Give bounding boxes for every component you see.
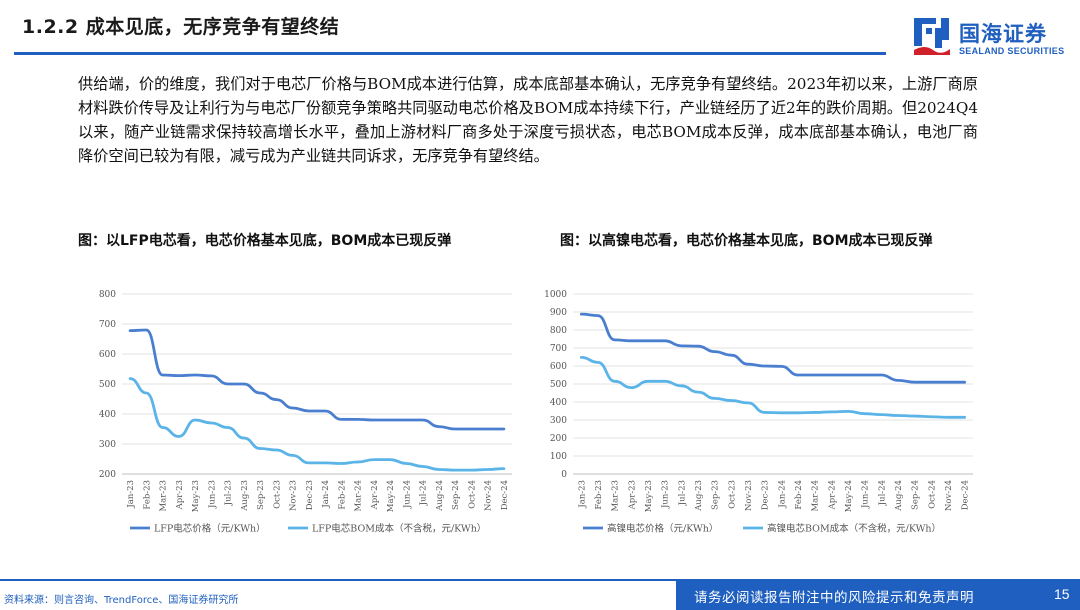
x-tick-label: Jun-23 — [207, 480, 217, 509]
y-tick-label: 200 — [550, 434, 567, 444]
x-tick-label: Mar-24 — [811, 480, 821, 512]
x-tick-label: Apr-24 — [827, 480, 837, 510]
x-tick-label: Sep-23 — [711, 480, 721, 510]
legend-label: LFP电芯BOM成本（不含税，元/KWh） — [312, 523, 486, 535]
left-figure-title: 图：以LFP电芯看，电芯价格基本见底，BOM成本已现反弹 — [78, 233, 452, 249]
page-number: 15 — [1054, 586, 1070, 602]
footer-disclaimer: 请务必阅读报告附注中的风险提示和免责声明 — [694, 590, 974, 606]
legend-label: 高镍电芯BOM成本（不含税，元/KWh） — [767, 523, 941, 535]
series-line — [579, 312, 967, 384]
x-tick-label: Feb-24 — [794, 480, 804, 510]
header-rule — [14, 52, 886, 55]
y-tick-label: 100 — [550, 452, 567, 462]
series-line — [128, 377, 506, 472]
y-tick-label: 600 — [550, 362, 567, 372]
x-tick-label: Nov-24 — [484, 480, 494, 511]
body-paragraph: 供给端，价的维度，我们对于电芯厂价格与BOM成本进行估算，成本底部基本确认，无序… — [78, 75, 978, 165]
section-title: 1.2.2 成本见底，无序竞争有望终结 — [22, 16, 340, 38]
x-tick-label: Apr-23 — [175, 480, 185, 510]
y-tick-label: 800 — [99, 290, 116, 300]
x-tick-label: Dec-24 — [500, 480, 510, 510]
x-tick-label: Jul-24 — [877, 480, 887, 506]
footer-band — [676, 581, 1080, 610]
x-tick-label: Sep-24 — [451, 480, 461, 510]
y-tick-label: 200 — [99, 470, 116, 480]
x-tick-label: Feb-23 — [594, 480, 604, 510]
x-tick-label: Jul-23 — [677, 480, 687, 506]
x-tick-label: Jun-23 — [661, 480, 671, 509]
x-tick-label: May-24 — [844, 480, 854, 512]
x-tick-label: Apr-23 — [627, 480, 637, 510]
x-tick-label: Jan-24 — [321, 480, 331, 509]
x-tick-label: Feb-23 — [142, 480, 152, 510]
x-tick-label: Aug-23 — [240, 480, 250, 512]
footer-source: 资料来源：则言咨询、TrendForce、国海证券研究所 — [4, 595, 239, 606]
x-tick-label: Jan-24 — [777, 480, 787, 509]
x-tick-label: Nov-23 — [744, 480, 754, 511]
x-tick-label: Jan-23 — [577, 480, 587, 509]
series-line — [128, 328, 506, 431]
y-tick-label: 500 — [550, 380, 567, 390]
footer-rule — [0, 579, 1080, 581]
y-tick-label: 900 — [550, 308, 567, 318]
x-tick-label: May-23 — [644, 480, 654, 512]
sealand-logo-icon — [914, 18, 950, 55]
y-tick-label: 500 — [99, 380, 116, 390]
brand-logo: 国海证券 SEALAND SECURITIES — [913, 16, 1073, 60]
x-tick-label: Mar-23 — [159, 480, 169, 512]
high-nickel-price-chart: 0 100 200 300 400 500 600 700 800 900 1000 Jan-23 Fe… — [544, 290, 973, 535]
x-tick-label: Oct-24 — [467, 480, 477, 509]
y-tick-label: 300 — [550, 416, 567, 426]
legend-label: 高镍电芯价格（元/KWh） — [607, 523, 718, 535]
y-tick-label: 700 — [550, 344, 567, 354]
x-tick-label: Jun-24 — [402, 480, 412, 509]
lfp-price-chart: 200 300 400 500 600 700 800 Jan-23 Feb-23 Mar-23 A… — [99, 290, 512, 535]
y-tick-label: 800 — [550, 326, 567, 336]
y-tick-label: 600 — [99, 350, 116, 360]
y-tick-label: 300 — [99, 440, 116, 450]
x-tick-label: Nov-24 — [944, 480, 954, 511]
x-tick-label: Jun-24 — [861, 480, 871, 509]
logo-text-cn: 国海证券 — [959, 22, 1047, 46]
x-tick-label: Dec-23 — [761, 480, 771, 510]
x-tick-label: Oct-23 — [272, 480, 282, 509]
x-tick-label: Oct-24 — [927, 480, 937, 509]
right-figure-title: 图：以高镍电芯看，电芯价格基本见底，BOM成本已现反弹 — [560, 233, 933, 249]
x-tick-label: May-23 — [191, 480, 201, 512]
x-tick-label: Mar-23 — [611, 480, 621, 512]
x-tick-label: Oct-23 — [727, 480, 737, 509]
x-tick-label: Sep-23 — [256, 480, 266, 510]
x-tick-label: Jul-23 — [224, 480, 234, 506]
x-tick-label: Apr-24 — [370, 480, 380, 510]
y-tick-label: 400 — [550, 398, 567, 408]
x-tick-label: Feb-24 — [337, 480, 347, 510]
y-tick-label: 700 — [99, 320, 116, 330]
y-tick-label: 1000 — [544, 290, 567, 300]
x-tick-label: Aug-23 — [694, 480, 704, 512]
x-tick-label: Jan-23 — [126, 480, 136, 509]
x-tick-label: Nov-23 — [289, 480, 299, 511]
x-tick-label: Aug-24 — [894, 480, 904, 512]
x-tick-label: Dec-23 — [305, 480, 315, 510]
y-tick-label: 400 — [99, 410, 116, 420]
x-tick-label: Dec-24 — [961, 480, 971, 510]
logo-text-en: SEALAND SECURITIES — [959, 46, 1065, 56]
x-tick-label: Sep-24 — [911, 480, 921, 510]
x-tick-label: Jul-24 — [419, 480, 429, 506]
x-tick-label: May-24 — [386, 480, 396, 512]
x-tick-label: Aug-24 — [435, 480, 445, 512]
legend-label: LFP电芯价格（元/KWh） — [154, 523, 266, 535]
series-line — [579, 355, 967, 419]
y-tick-label: 0 — [561, 470, 567, 480]
x-tick-label: Mar-24 — [354, 480, 364, 512]
